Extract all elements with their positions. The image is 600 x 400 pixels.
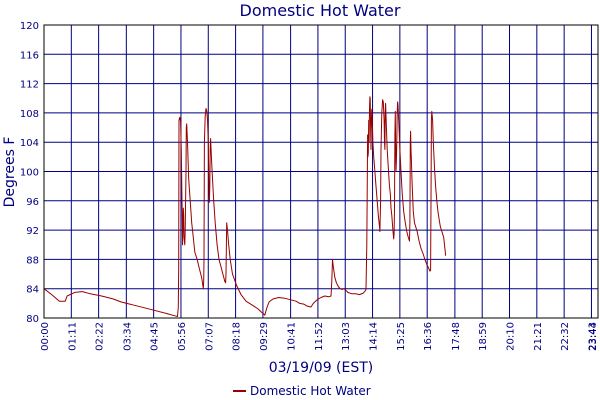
- x-tick-label: 23:44: [588, 322, 599, 351]
- grid: [43, 24, 598, 319]
- x-tick-label: 02:22: [95, 322, 106, 351]
- x-tick-label: 05:56: [177, 322, 188, 351]
- x-tick-label: 17:48: [451, 322, 462, 351]
- x-tick-label: 23:43: [587, 322, 598, 351]
- series-layer: [43, 96, 447, 317]
- y-tick-label: 100: [20, 168, 39, 179]
- y-tick-label: 112: [20, 80, 39, 91]
- y-tick-label: 104: [20, 138, 39, 149]
- x-tick-label: 07:07: [204, 322, 215, 351]
- y-tick-label: 96: [26, 197, 39, 208]
- y-tick-labels: 80 84 88 92 96 100 104 108 112 116 120: [20, 21, 39, 325]
- x-tick-label: 16:36: [423, 322, 434, 351]
- legend-label: Domestic Hot Water: [250, 384, 371, 398]
- y-tick-label: 92: [26, 226, 39, 237]
- x-tick-label: 03:34: [122, 322, 133, 351]
- legend: Domestic Hot Water: [233, 384, 371, 398]
- y-axis-label: Degrees F: [2, 137, 18, 208]
- chart-title: Domestic Hot Water: [240, 1, 401, 20]
- x-axis-label: 03/19/09 (EST): [269, 360, 374, 376]
- y-tick-label: 84: [26, 285, 39, 296]
- x-tick-label: 09:29: [259, 322, 270, 351]
- x-tick-label: 20:10: [506, 322, 517, 351]
- x-tick-label: 15:25: [396, 322, 407, 351]
- x-tick-label: 10:41: [287, 322, 298, 351]
- x-tick-label: 11:52: [314, 322, 325, 351]
- series-line: [43, 96, 447, 317]
- x-tick-label: 04:45: [150, 322, 161, 351]
- y-tick-label: 120: [20, 21, 39, 32]
- x-tick-label: 18:59: [478, 322, 489, 351]
- x-tick-label: 14:14: [369, 322, 380, 351]
- x-tick-label: 22:32: [560, 322, 571, 351]
- x-tick-label: 00:00: [40, 322, 51, 351]
- plot-frame: [43, 24, 599, 319]
- y-tick-label: 116: [20, 50, 39, 61]
- x-tick-label: 08:18: [232, 322, 243, 351]
- x-tick-label: 13:03: [341, 322, 352, 351]
- x-tick-label: 21:21: [533, 322, 544, 351]
- y-tick-label: 80: [26, 314, 39, 325]
- x-tick-labels: 00:00 01:11 02:22 03:34 04:45 05:56 07:07 08:18…: [40, 322, 599, 351]
- x-tick-label: 01:11: [67, 322, 78, 351]
- y-tick-label: 88: [26, 255, 39, 266]
- y-tick-label: 108: [20, 109, 39, 120]
